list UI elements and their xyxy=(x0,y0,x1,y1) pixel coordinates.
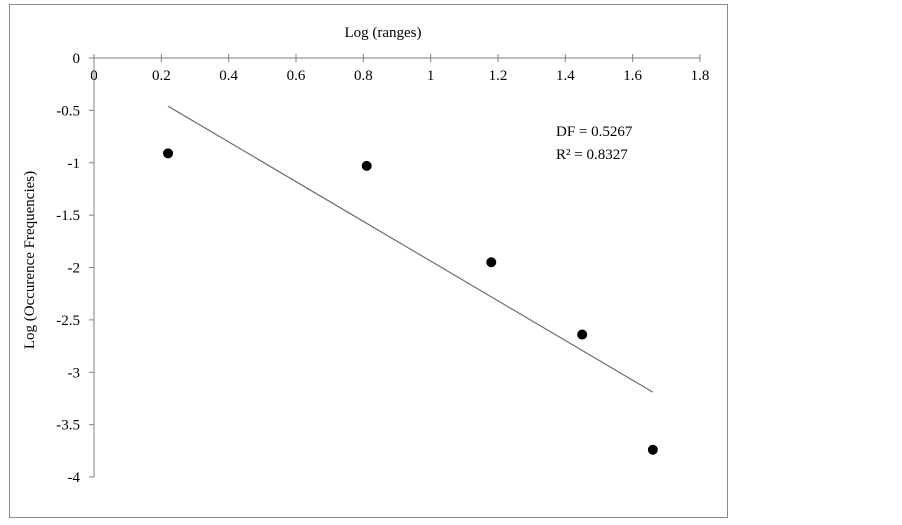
x-tick-label: 1.2 xyxy=(489,68,508,84)
points-group xyxy=(163,148,658,455)
x-tick-label: 1 xyxy=(427,68,435,84)
x-tick-label: 0.8 xyxy=(354,68,373,84)
y-tick-label: -1 xyxy=(68,156,81,172)
data-point xyxy=(577,329,588,340)
y-tick-label: -3 xyxy=(68,365,81,381)
trendline xyxy=(167,105,654,393)
x-tick-label: 0.4 xyxy=(219,68,238,84)
x-tick-label: 0 xyxy=(90,68,98,84)
x-tick-label: 1.6 xyxy=(623,68,642,84)
y-tick-label: -2.5 xyxy=(56,313,80,329)
df-annotation: DF = 0.5267 xyxy=(556,124,633,140)
ticks-group: 0 0.2 0.4 0.6 0.8 1 1.2 1.4 1.6 1.8 0 -0.5 -1 -1.5 -2 -… xyxy=(56,51,709,486)
x-axis-title: Log (ranges) xyxy=(344,25,421,41)
x-tick-label: 0.2 xyxy=(152,68,171,84)
data-point xyxy=(647,444,658,455)
y-tick-label: -1.5 xyxy=(56,208,80,224)
trendline-group xyxy=(167,105,654,393)
y-tick-label: -0.5 xyxy=(56,103,80,119)
chart-frame xyxy=(9,4,728,518)
y-tick-label: 0 xyxy=(73,51,81,67)
x-tick-label: 0.6 xyxy=(287,68,306,84)
y-tick-label: -2 xyxy=(68,261,81,277)
data-point xyxy=(361,160,372,171)
axes-group xyxy=(93,57,700,477)
y-axis-title: Log (Occurence Frequencies) xyxy=(22,171,38,349)
data-point xyxy=(486,257,497,268)
y-tick-label: -3.5 xyxy=(56,418,80,434)
r2-annotation: R² = 0.8327 xyxy=(556,147,628,163)
data-point xyxy=(163,148,174,159)
y-tick-label: -4 xyxy=(68,470,81,486)
x-tick-label: 1.8 xyxy=(691,68,710,84)
x-tick-label: 1.4 xyxy=(556,68,575,84)
